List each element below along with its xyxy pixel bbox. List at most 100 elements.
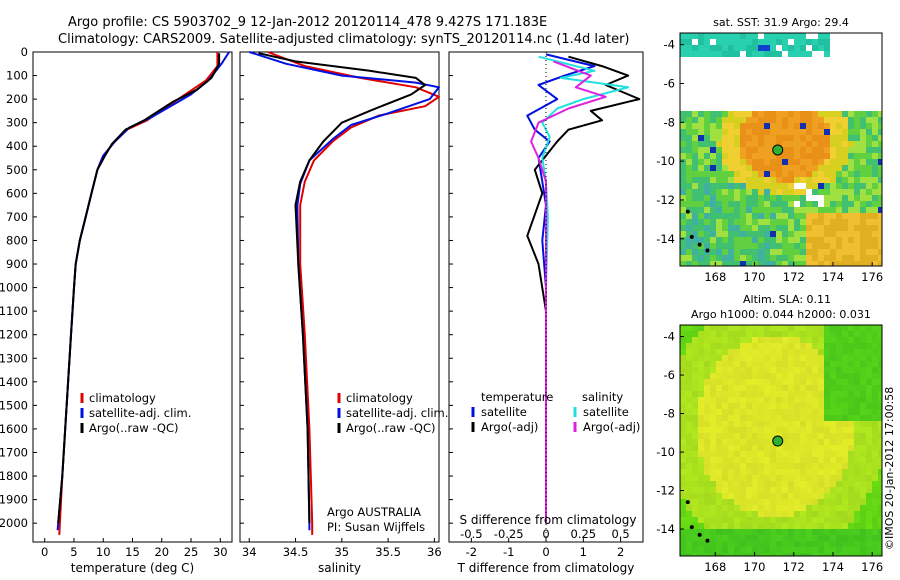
map-cell — [848, 343, 854, 349]
map-cell — [800, 415, 806, 421]
map-cell — [812, 517, 818, 523]
map-cell — [848, 331, 854, 337]
map-cell — [770, 135, 776, 141]
map-cell — [842, 237, 848, 243]
s-tick-label: -0.5 — [460, 527, 482, 541]
map-cell — [680, 45, 686, 51]
map-cell — [860, 195, 866, 201]
map-cell — [704, 421, 710, 427]
map-cell — [728, 51, 734, 57]
map-cell — [824, 487, 830, 493]
map-cell — [764, 201, 770, 207]
map-cell — [782, 325, 788, 331]
map-cell — [854, 547, 860, 553]
map-cell — [812, 463, 818, 469]
map-cell — [878, 517, 882, 523]
map-cell — [872, 337, 878, 343]
map-cell — [788, 111, 794, 117]
map-cell — [860, 189, 866, 195]
map-cell — [740, 421, 746, 427]
map-cell — [824, 123, 830, 129]
map-cell — [782, 123, 788, 129]
map-cell — [866, 243, 872, 249]
map-cell — [830, 201, 836, 207]
map-cell — [752, 511, 758, 517]
map-cell — [848, 397, 854, 403]
map-cell — [794, 499, 800, 505]
map-cell — [680, 111, 686, 117]
map-cell — [776, 499, 782, 505]
map-cell — [770, 481, 776, 487]
map-cell — [854, 231, 860, 237]
map-cell — [692, 135, 698, 141]
map-cell — [872, 159, 878, 165]
map-cell — [716, 177, 722, 183]
salinity-panel: 34 34.5 35 35.5 36salinityclimatologysatelli… — [239, 51, 448, 575]
map-cell — [806, 553, 812, 556]
map-cell — [824, 427, 830, 433]
map-cell — [842, 553, 848, 556]
map-cell — [860, 487, 866, 493]
map-cell — [860, 493, 866, 499]
map-cell — [746, 385, 752, 391]
map-cell — [782, 141, 788, 147]
map-cell — [878, 553, 882, 556]
map-cell — [734, 355, 740, 361]
map-cell — [818, 183, 824, 189]
legend-label: Argo(-adj) — [583, 420, 640, 434]
map-cell — [692, 433, 698, 439]
map-cell — [854, 511, 860, 517]
map-cell — [806, 535, 812, 541]
map-cell — [710, 445, 716, 451]
map-cell — [782, 255, 788, 261]
map-cell — [878, 403, 882, 409]
map-cell — [800, 33, 806, 39]
map-cell — [716, 343, 722, 349]
legend-salinity-heading: salinity — [582, 390, 623, 404]
map-cell — [722, 553, 728, 556]
map-cell — [734, 361, 740, 367]
map-cell — [764, 415, 770, 421]
map-cell — [812, 331, 818, 337]
map-cell — [764, 541, 770, 547]
map-cell — [740, 39, 746, 45]
map-cell — [734, 541, 740, 547]
map-cell — [770, 219, 776, 225]
map-cell — [752, 475, 758, 481]
map-cell — [680, 147, 686, 153]
map-cell — [734, 349, 740, 355]
map-cell — [746, 189, 752, 195]
map-cell — [740, 367, 746, 373]
map-cell — [722, 249, 728, 255]
map-cell — [872, 535, 878, 541]
y-tick-label: 700 — [6, 210, 28, 224]
map-cell — [824, 225, 830, 231]
map-cell — [800, 243, 806, 249]
map-cell — [848, 493, 854, 499]
map-cell — [842, 195, 848, 201]
series-line-0 — [267, 51, 440, 535]
map-cell — [800, 331, 806, 337]
map-cell — [680, 33, 686, 39]
map-cell — [776, 409, 782, 415]
map-cell — [722, 123, 728, 129]
map-cell — [770, 159, 776, 165]
map-cell — [710, 141, 716, 147]
map-cell — [818, 487, 824, 493]
map-cell — [680, 475, 686, 481]
map-cell — [704, 189, 710, 195]
map-cell — [770, 45, 776, 51]
map-cell — [866, 177, 872, 183]
map-cell — [806, 153, 812, 159]
map-cell — [836, 403, 842, 409]
map-cell — [722, 361, 728, 367]
map-cell — [746, 391, 752, 397]
map-cell — [830, 451, 836, 457]
map-cell — [818, 355, 824, 361]
map-cell — [704, 195, 710, 201]
map-cell — [788, 117, 794, 123]
map-cell — [860, 117, 866, 123]
map-cell — [752, 529, 758, 535]
map-cell — [728, 499, 734, 505]
map-cell — [860, 367, 866, 373]
